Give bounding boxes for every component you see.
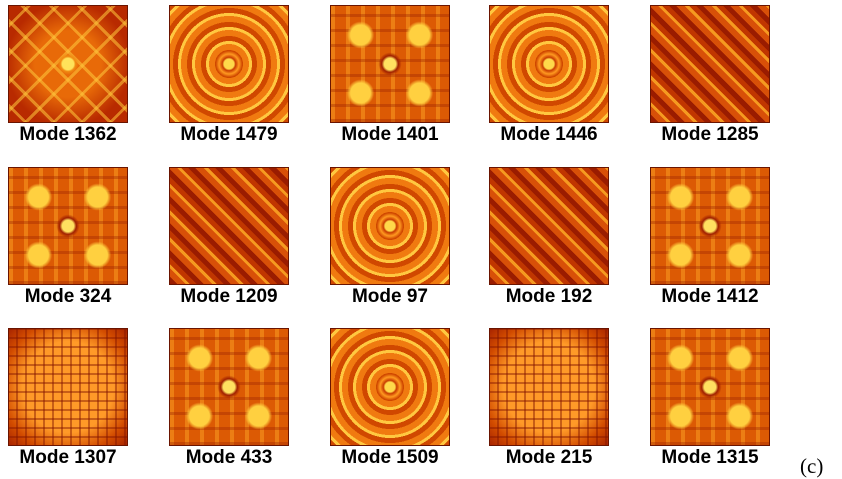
mode-label: Mode 1362 — [19, 124, 117, 145]
mode-image — [489, 328, 609, 446]
mode-label: Mode 1285 — [661, 124, 759, 145]
mode-image — [650, 5, 770, 123]
mode-image — [330, 167, 450, 285]
mode-image — [169, 167, 289, 285]
mode-label: Mode 1446 — [500, 124, 598, 145]
mode-label: Mode 1401 — [341, 124, 439, 145]
mode-label: Mode 192 — [505, 286, 593, 307]
mode-image — [169, 328, 289, 446]
mode-label: Mode 1209 — [180, 286, 278, 307]
mode-image — [489, 167, 609, 285]
figure-caption: (c) — [800, 454, 824, 478]
mode-image — [650, 328, 770, 446]
mode-label: Mode 1412 — [661, 286, 759, 307]
mode-image — [330, 5, 450, 123]
mode-image — [169, 5, 289, 123]
mode-image — [650, 167, 770, 285]
mode-label: Mode 1315 — [661, 447, 759, 468]
mode-label: Mode 97 — [351, 286, 429, 307]
mode-image — [330, 328, 450, 446]
mode-image — [8, 167, 128, 285]
mode-label: Mode 1479 — [180, 124, 278, 145]
mode-image — [8, 328, 128, 446]
mode-label: Mode 433 — [185, 447, 273, 468]
mode-label: Mode 324 — [24, 286, 112, 307]
mode-label: Mode 1509 — [341, 447, 439, 468]
mode-image — [8, 5, 128, 123]
mode-label: Mode 1307 — [19, 447, 117, 468]
mode-label: Mode 215 — [505, 447, 593, 468]
mode-image — [489, 5, 609, 123]
